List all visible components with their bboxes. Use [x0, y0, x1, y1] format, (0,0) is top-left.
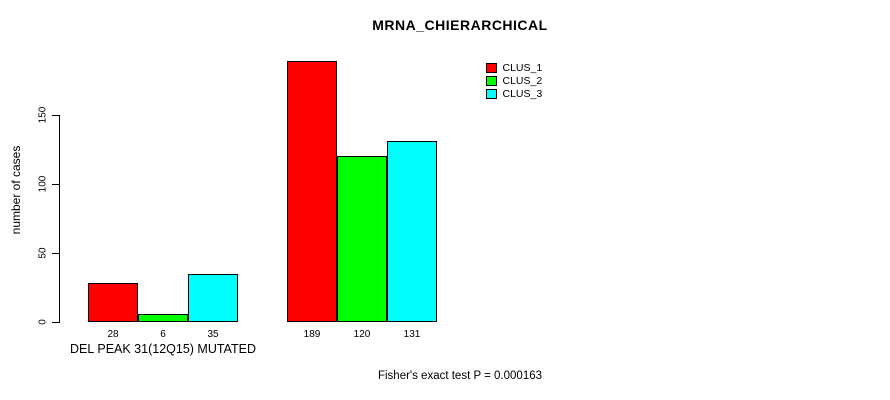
y-tick-label: 150	[37, 106, 49, 124]
bar-clus_3-group1	[188, 274, 238, 322]
bar-clus_2-group2	[337, 156, 387, 322]
y-axis-line	[59, 115, 60, 322]
fisher-test-annotation: Fisher's exact test P = 0.000163	[377, 370, 543, 382]
y-tick-label: 0	[37, 319, 49, 325]
legend-swatch-clus_3	[486, 89, 497, 100]
legend-item-clus_2: CLUS_2	[486, 74, 542, 87]
bar-value-label: 120	[353, 329, 371, 340]
legend-label: CLUS_1	[502, 61, 543, 74]
legend-swatch-clus_1	[486, 62, 497, 73]
y-tick-label: 50	[37, 247, 49, 259]
legend-swatch-clus_2	[486, 76, 497, 87]
x-axis-label: DEL PEAK 31(12Q15) MUTATED	[70, 342, 256, 356]
bar-value-label: 189	[303, 329, 321, 340]
y-axis-tick	[52, 114, 60, 116]
legend-label: CLUS_2	[502, 75, 543, 88]
y-axis-label: number of cases	[9, 145, 23, 235]
legend: CLUS_1 CLUS_2 CLUS_3	[486, 61, 542, 101]
bar-clus_2-group1	[138, 314, 188, 322]
chart-title: MRNA_CHIERARCHICAL	[372, 17, 548, 33]
legend-item-clus_1: CLUS_1	[486, 61, 542, 74]
legend-label: CLUS_3	[502, 88, 543, 101]
bar-value-label: 131	[403, 329, 421, 340]
y-axis-tick	[52, 252, 60, 254]
bar-clus_3-group2	[387, 141, 437, 322]
legend-item-clus_3: CLUS_3	[486, 88, 542, 101]
bar-value-label: 35	[207, 329, 219, 340]
bar-clus_1-group1	[88, 283, 138, 322]
y-tick-label: 100	[37, 175, 49, 193]
bar-value-label: 28	[107, 329, 119, 340]
bar-clus_1-group2	[287, 61, 337, 322]
y-axis-tick	[52, 321, 60, 323]
y-axis-tick	[52, 183, 60, 185]
bar-value-label: 6	[160, 329, 166, 340]
